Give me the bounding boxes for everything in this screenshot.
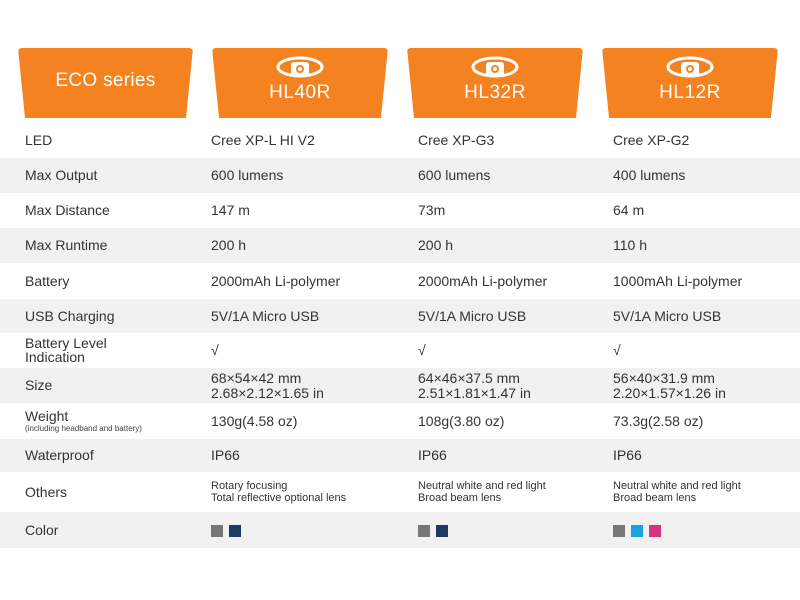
headlamp-icon: [276, 56, 324, 78]
others-line2: Broad beam lens: [613, 492, 697, 504]
color-swatch: [229, 524, 241, 537]
cell-hl12r: 64 m: [613, 202, 645, 218]
table-row-max-distance: Max Distance 147 m 73m 64 m: [0, 193, 800, 228]
cell-hl32r: IP66: [418, 447, 447, 463]
table-row-max-output: Max Output 600 lumens 600 lumens 400 lum…: [0, 158, 800, 193]
table-row-usb-charging: USB Charging 5V/1A Micro USB 5V/1A Micro…: [0, 299, 800, 333]
cell-hl40r: Rotary focusing Total reflective optiona…: [211, 480, 346, 504]
table-row-waterproof: Waterproof IP66 IP66 IP66: [0, 439, 800, 472]
cell-hl32r: 5V/1A Micro USB: [418, 307, 527, 324]
checkmark-hl12r: √: [613, 342, 621, 358]
cell-hl32r: 64×46×37.5 mm 2.51×1.81×1.47 in: [418, 369, 531, 401]
row-label: Waterproof: [25, 447, 94, 463]
cell-hl12r: Neutral white and red light Broad beam l…: [613, 480, 741, 504]
cell-hl12r: 1000mAh Li-polymer: [613, 272, 743, 289]
color-swatch: [436, 524, 448, 537]
size-in: 2.68×2.12×1.65 in: [211, 384, 324, 401]
row-label: Max Distance: [25, 202, 110, 218]
table-row-others: Others Rotary focusing Total reflective …: [0, 472, 800, 512]
cell-hl40r: 130g(4.58 oz): [211, 412, 298, 429]
cell-hl12r: 56×40×31.9 mm 2.20×1.57×1.26 in: [613, 369, 726, 401]
size-in: 2.20×1.57×1.26 in: [613, 384, 726, 401]
color-swatch: [613, 524, 625, 537]
cell-hl32r: 108g(3.80 oz): [418, 412, 505, 429]
color-swatch: [211, 524, 223, 537]
headlamp-icon: [666, 56, 714, 78]
row-label: Others: [25, 483, 68, 500]
others-line1: Rotary focusing: [211, 480, 288, 492]
header-model-hl32r: HL32R: [407, 48, 583, 118]
row-label: Max Runtime: [25, 237, 108, 253]
row-label: Weight (including headband and battery): [25, 408, 142, 434]
table-row-battery: Battery 2000mAh Li-polymer 2000mAh Li-po…: [0, 263, 800, 299]
swatches-hl32r: [418, 523, 454, 538]
cell-hl40r: 68×54×42 mm 2.68×2.12×1.65 in: [211, 369, 324, 401]
cell-hl12r: Cree XP-G2: [613, 131, 690, 148]
others-line2: Broad beam lens: [418, 492, 502, 504]
table-row-battery-level-indication: Battery Level Indication √ √ √: [0, 333, 800, 368]
swatches-hl40r: [211, 523, 247, 538]
cell-hl12r: 5V/1A Micro USB: [613, 307, 722, 324]
checkmark-hl40r: √: [211, 342, 219, 358]
cell-hl40r: 2000mAh Li-polymer: [211, 272, 341, 289]
color-swatch: [649, 524, 661, 537]
cell-hl40r: 600 lumens: [211, 167, 284, 183]
row-label: Size: [25, 377, 53, 393]
row-label: Battery Level Indication: [25, 336, 107, 365]
cell-hl32r: 200 h: [418, 237, 454, 253]
table-row-weight: Weight (including headband and battery) …: [0, 403, 800, 439]
row-label: Max Output: [25, 167, 98, 183]
cell-hl32r: 600 lumens: [418, 167, 491, 183]
model-name: HL32R: [464, 82, 526, 103]
table-row-max-runtime: Max Runtime 200 h 200 h 110 h: [0, 228, 800, 263]
size-mm: 56×40×31.9 mm: [613, 369, 715, 386]
cell-hl40r: Cree XP-L HI V2: [211, 131, 315, 148]
cell-hl12r: 400 lumens: [613, 167, 686, 183]
cell-hl12r: 73.3g(2.58 oz): [613, 412, 704, 429]
cell-hl32r: 2000mAh Li-polymer: [418, 272, 548, 289]
size-mm: 68×54×42 mm: [211, 369, 302, 386]
size-mm: 64×46×37.5 mm: [418, 369, 520, 386]
row-sublabel: (including headband and battery): [25, 424, 142, 433]
size-in: 2.51×1.81×1.47 in: [418, 384, 531, 401]
cell-hl32r: Cree XP-G3: [418, 131, 495, 148]
cell-hl40r: IP66: [211, 447, 240, 463]
model-name: HL12R: [659, 82, 721, 103]
cell-hl40r: 147 m: [211, 202, 250, 218]
series-label: ECO series: [55, 70, 156, 91]
swatches-hl12r: [613, 523, 667, 538]
header-eco-series: ECO series: [18, 48, 193, 118]
row-label-main: Weight: [25, 408, 69, 424]
model-name: HL40R: [269, 82, 331, 103]
table-row-size: Size 68×54×42 mm 2.68×2.12×1.65 in 64×46…: [0, 368, 800, 403]
table-row-color: Color: [0, 512, 800, 548]
headlamp-icon: [471, 56, 519, 78]
table-row-led: LED Cree XP-L HI V2 Cree XP-G3 Cree XP-G…: [0, 122, 800, 158]
row-label: USB Charging: [25, 307, 115, 324]
row-label: Color: [25, 521, 59, 538]
cell-hl12r: IP66: [613, 447, 642, 463]
row-label-line1: Battery Level: [25, 335, 107, 351]
color-swatch: [418, 524, 430, 537]
row-label: LED: [25, 131, 53, 148]
others-line1: Neutral white and red light: [418, 480, 546, 492]
cell-hl12r: 110 h: [613, 237, 647, 253]
others-line1: Neutral white and red light: [613, 480, 741, 492]
cell-hl32r: Neutral white and red light Broad beam l…: [418, 480, 546, 504]
checkmark-hl32r: √: [418, 342, 426, 358]
header-model-hl12r: HL12R: [602, 48, 778, 118]
row-label: Battery: [25, 272, 70, 289]
color-swatch: [631, 524, 643, 537]
others-line2: Total reflective optional lens: [211, 492, 347, 504]
cell-hl40r: 5V/1A Micro USB: [211, 307, 320, 324]
cell-hl32r: 73m: [418, 202, 446, 218]
cell-hl40r: 200 h: [211, 237, 247, 253]
row-label-line2: Indication: [25, 349, 85, 365]
header-model-hl40r: HL40R: [212, 48, 388, 118]
